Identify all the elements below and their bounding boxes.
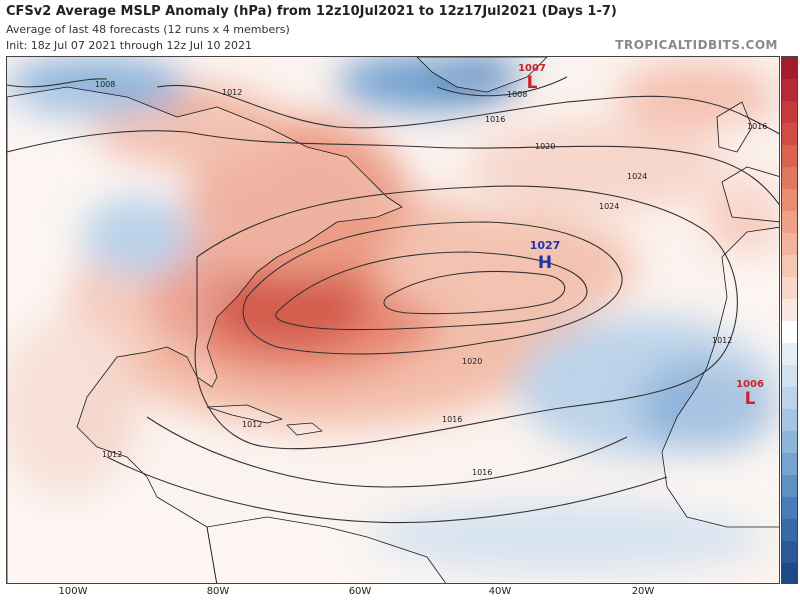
contour-label: 1016 bbox=[442, 415, 462, 424]
contour-label: 1020 bbox=[535, 142, 555, 151]
x-axis-tick: 40W bbox=[488, 586, 512, 597]
contour-label: 1024 bbox=[627, 172, 647, 181]
x-axis-tick: 60W bbox=[348, 586, 372, 597]
british-isles-outline bbox=[716, 101, 753, 153]
coastlines bbox=[7, 57, 779, 583]
contour-labels: 1008 1012 1016 1020 1024 1024 1020 1016 … bbox=[95, 80, 767, 477]
low-pressure-marker: L bbox=[745, 389, 756, 409]
pressure-center-low-africa: 1006 L bbox=[736, 379, 764, 409]
contour-label: 1024 bbox=[599, 202, 619, 211]
low-pressure-marker: L bbox=[527, 73, 538, 93]
contour-label: 1016 bbox=[747, 122, 767, 131]
pressure-center-value: 1006 bbox=[736, 379, 764, 390]
x-axis-tick: 20W bbox=[631, 586, 655, 597]
contour-label: 1016 bbox=[472, 468, 492, 477]
contour-label: 1008 bbox=[507, 90, 527, 99]
contour-label: 1012 bbox=[222, 88, 242, 97]
africa-outline bbox=[661, 226, 779, 528]
hispaniola-outline bbox=[286, 422, 323, 436]
high-pressure-marker: H bbox=[538, 253, 552, 273]
cuba-outline bbox=[206, 404, 283, 424]
chart-subtitle-init: Init: 18z Jul 07 2021 through 12z Jul 10… bbox=[6, 39, 253, 52]
greenland-outline bbox=[416, 57, 548, 93]
pressure-center-high-atlantic: 1027 H bbox=[530, 239, 561, 273]
chart-subtitle-forecast-count: Average of last 48 forecasts (12 runs x … bbox=[6, 23, 290, 36]
pressure-center-value: 1027 bbox=[530, 239, 561, 252]
x-axis: 100W 80W 60W 40W 20W bbox=[0, 585, 800, 600]
pressure-center-low-greenland: 1007 L bbox=[518, 63, 546, 93]
contour-label: 1012 bbox=[242, 420, 262, 429]
contour-label: 1008 bbox=[95, 80, 115, 89]
contour-label: 1016 bbox=[485, 115, 505, 124]
anomaly-map: 1008 1012 1016 1020 1024 1024 1020 1016 … bbox=[7, 57, 779, 583]
south-america-outline bbox=[206, 516, 447, 583]
iberia-outline bbox=[721, 166, 779, 223]
x-axis-tick: 80W bbox=[206, 586, 230, 597]
x-axis-tick: 100W bbox=[58, 586, 88, 597]
colorbar bbox=[781, 56, 798, 584]
brand-watermark[interactable]: TROPICALTIDBITS.COM bbox=[615, 38, 778, 52]
pressure-center-value: 1007 bbox=[518, 63, 546, 74]
contour-label: 1012 bbox=[712, 336, 732, 345]
contour-label: 1020 bbox=[462, 357, 482, 366]
header: CFSv2 Average MSLP Anomaly (hPa) from 12… bbox=[0, 0, 800, 56]
isobars bbox=[7, 76, 779, 524]
contour-label: 1012 bbox=[102, 450, 122, 459]
chart-title: CFSv2 Average MSLP Anomaly (hPa) from 12… bbox=[6, 4, 617, 19]
map-panel: 1008 1012 1016 1020 1024 1024 1020 1016 … bbox=[6, 56, 780, 584]
